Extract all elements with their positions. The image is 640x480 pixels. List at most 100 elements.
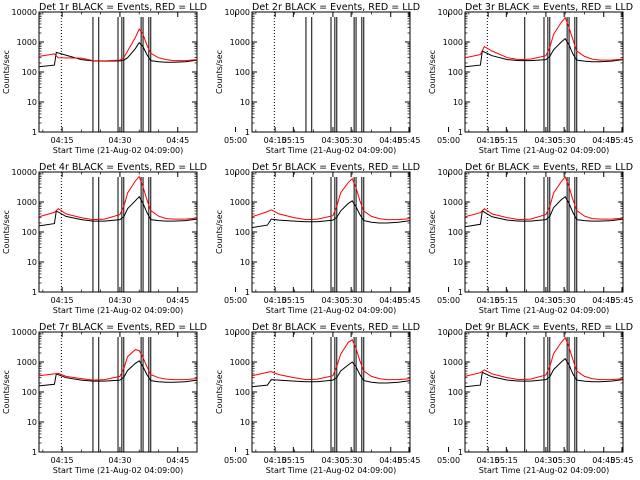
y-tick-label: 1000 bbox=[17, 38, 37, 47]
x-tick-label: 05:00 bbox=[224, 296, 247, 305]
y-tick-label: 100 bbox=[22, 228, 37, 237]
y-tick-label: 1000 bbox=[230, 38, 250, 47]
lld-series-line bbox=[39, 349, 197, 381]
y-tick-label: 1 bbox=[32, 448, 37, 457]
x-tick-label: 04:30 bbox=[534, 456, 557, 465]
plot-area bbox=[39, 332, 197, 452]
plot-area bbox=[252, 172, 410, 292]
x-tick-label: 04:45 bbox=[592, 456, 615, 465]
chart-title: Det 8r BLACK = Events, RED = LLD bbox=[252, 322, 420, 333]
x-tick-label: 04:15 bbox=[477, 296, 500, 305]
x-tick-label: 04:30 bbox=[534, 136, 557, 145]
lld-series-line bbox=[252, 339, 410, 381]
y-tick-label: 1 bbox=[458, 128, 463, 137]
chart-title: Det 7r BLACK = Events, RED = LLD bbox=[39, 322, 207, 333]
x-tick-label: 04:30 bbox=[534, 296, 557, 305]
y-tick-label: 10 bbox=[453, 258, 463, 267]
y-axis-label: Counts/sec bbox=[2, 370, 11, 414]
lld-series-line bbox=[465, 336, 623, 381]
x-tick-label: 05:45 bbox=[397, 296, 420, 305]
y-tick-label: 100 bbox=[448, 68, 463, 77]
x-tick-label: 04:30 bbox=[321, 456, 344, 465]
x-tick-label: 05:00 bbox=[437, 456, 460, 465]
x-tick-label: 05:45 bbox=[610, 296, 633, 305]
x-tick-label: 04:45 bbox=[379, 296, 402, 305]
x-axis-label: Start Time (21-Aug-02 04:09:00) bbox=[479, 306, 610, 315]
x-tick-label: 05:30 bbox=[340, 136, 363, 145]
y-tick-label: 10 bbox=[240, 98, 250, 107]
y-tick-label: 100 bbox=[448, 228, 463, 237]
chart-panel: Det 5r BLACK = Events, RED = LLD11010010… bbox=[215, 162, 633, 315]
x-tick-label: 05:45 bbox=[610, 456, 633, 465]
y-tick-label: 10000 bbox=[225, 168, 250, 177]
x-tick-label: 05:30 bbox=[340, 456, 363, 465]
y-tick-label: 1000 bbox=[443, 358, 463, 367]
events-series-line bbox=[252, 200, 410, 229]
y-tick-label: 10 bbox=[453, 418, 463, 427]
chart-title: Det 5r BLACK = Events, RED = LLD bbox=[252, 162, 420, 173]
lld-series-line bbox=[465, 176, 623, 221]
plot-area bbox=[39, 12, 197, 132]
chart-title: Det 6r BLACK = Events, RED = LLD bbox=[465, 162, 633, 173]
y-tick-label: 10000 bbox=[225, 328, 250, 337]
y-tick-label: 1 bbox=[245, 288, 250, 297]
x-tick-label: 04:45 bbox=[592, 296, 615, 305]
x-tick-label: 04:30 bbox=[321, 296, 344, 305]
y-tick-label: 10000 bbox=[438, 8, 463, 17]
chart-panel: Det 7r BLACK = Events, RED = LLD11010010… bbox=[2, 322, 420, 475]
chart-title: Det 4r BLACK = Events, RED = LLD bbox=[39, 162, 207, 173]
events-series-line bbox=[465, 37, 623, 68]
x-tick-label: 04:15 bbox=[477, 136, 500, 145]
y-tick-label: 1 bbox=[32, 288, 37, 297]
x-tick-label: 04:15 bbox=[264, 136, 287, 145]
y-tick-label: 100 bbox=[22, 388, 37, 397]
x-axis-label: Start Time (21-Aug-02 04:09:00) bbox=[53, 146, 184, 155]
y-tick-label: 1000 bbox=[443, 38, 463, 47]
x-tick-label: 04:30 bbox=[108, 296, 131, 305]
x-axis-label: Start Time (21-Aug-02 04:09:00) bbox=[479, 146, 610, 155]
x-tick-label: 05:30 bbox=[340, 296, 363, 305]
y-axis-label: Counts/sec bbox=[2, 210, 11, 254]
y-tick-label: 100 bbox=[22, 68, 37, 77]
x-tick-label: 05:30 bbox=[553, 136, 576, 145]
x-axis-label: Start Time (21-Aug-02 04:09:00) bbox=[266, 146, 397, 155]
y-axis-label: Counts/sec bbox=[428, 370, 437, 414]
x-tick-label: 05:00 bbox=[224, 456, 247, 465]
chart-title: Det 3r BLACK = Events, RED = LLD bbox=[465, 2, 633, 13]
x-tick-label: 04:45 bbox=[379, 456, 402, 465]
x-axis-label: Start Time (21-Aug-02 04:09:00) bbox=[53, 306, 184, 315]
chart-title: Det 9r BLACK = Events, RED = LLD bbox=[465, 322, 633, 333]
y-tick-label: 1 bbox=[32, 128, 37, 137]
y-tick-label: 1 bbox=[458, 448, 463, 457]
y-tick-label: 10 bbox=[27, 98, 37, 107]
chart-title: Det 1r BLACK = Events, RED = LLD bbox=[39, 2, 207, 13]
y-tick-label: 1 bbox=[245, 448, 250, 457]
y-tick-label: 100 bbox=[235, 228, 250, 237]
x-tick-label: 05:15 bbox=[495, 296, 518, 305]
x-tick-label: 04:45 bbox=[592, 136, 615, 145]
y-tick-label: 10000 bbox=[438, 168, 463, 177]
events-series-line bbox=[252, 361, 410, 388]
chart-panel: Det 3r BLACK = Events, RED = LLD 1 10 100 10… bbox=[428, 2, 633, 155]
y-tick-label: 1 bbox=[458, 288, 463, 297]
plot-area bbox=[465, 172, 623, 292]
y-tick-label: 100 bbox=[448, 388, 463, 397]
plot-area bbox=[252, 332, 410, 452]
y-tick-label: 1000 bbox=[443, 198, 463, 207]
x-tick-label: 05:30 bbox=[553, 456, 576, 465]
x-tick-label: 04:45 bbox=[166, 296, 189, 305]
y-tick-label: 10 bbox=[27, 418, 37, 427]
chart-panel: Det 9r BLACK = Events, RED = LLD 1 10 100 10… bbox=[428, 322, 633, 475]
x-axis-label: Start Time (21-Aug-02 04:09:00) bbox=[266, 466, 397, 475]
x-tick-label: 05:00 bbox=[437, 296, 460, 305]
events-series-line bbox=[39, 41, 197, 68]
x-tick-label: 04:15 bbox=[51, 456, 74, 465]
chart-panel: Det 2r BLACK = Events, RED = LLD11010010… bbox=[215, 2, 633, 155]
y-axis-label: Counts/sec bbox=[428, 50, 437, 94]
chart-panel: Det 1r BLACK = Events, RED = LLD 1 10 100 10… bbox=[2, 2, 420, 155]
lld-series-line bbox=[465, 16, 623, 61]
y-tick-label: 1000 bbox=[230, 358, 250, 367]
plot-area bbox=[465, 332, 623, 452]
y-tick-label: 10 bbox=[27, 258, 37, 267]
x-tick-label: 05:45 bbox=[610, 136, 633, 145]
